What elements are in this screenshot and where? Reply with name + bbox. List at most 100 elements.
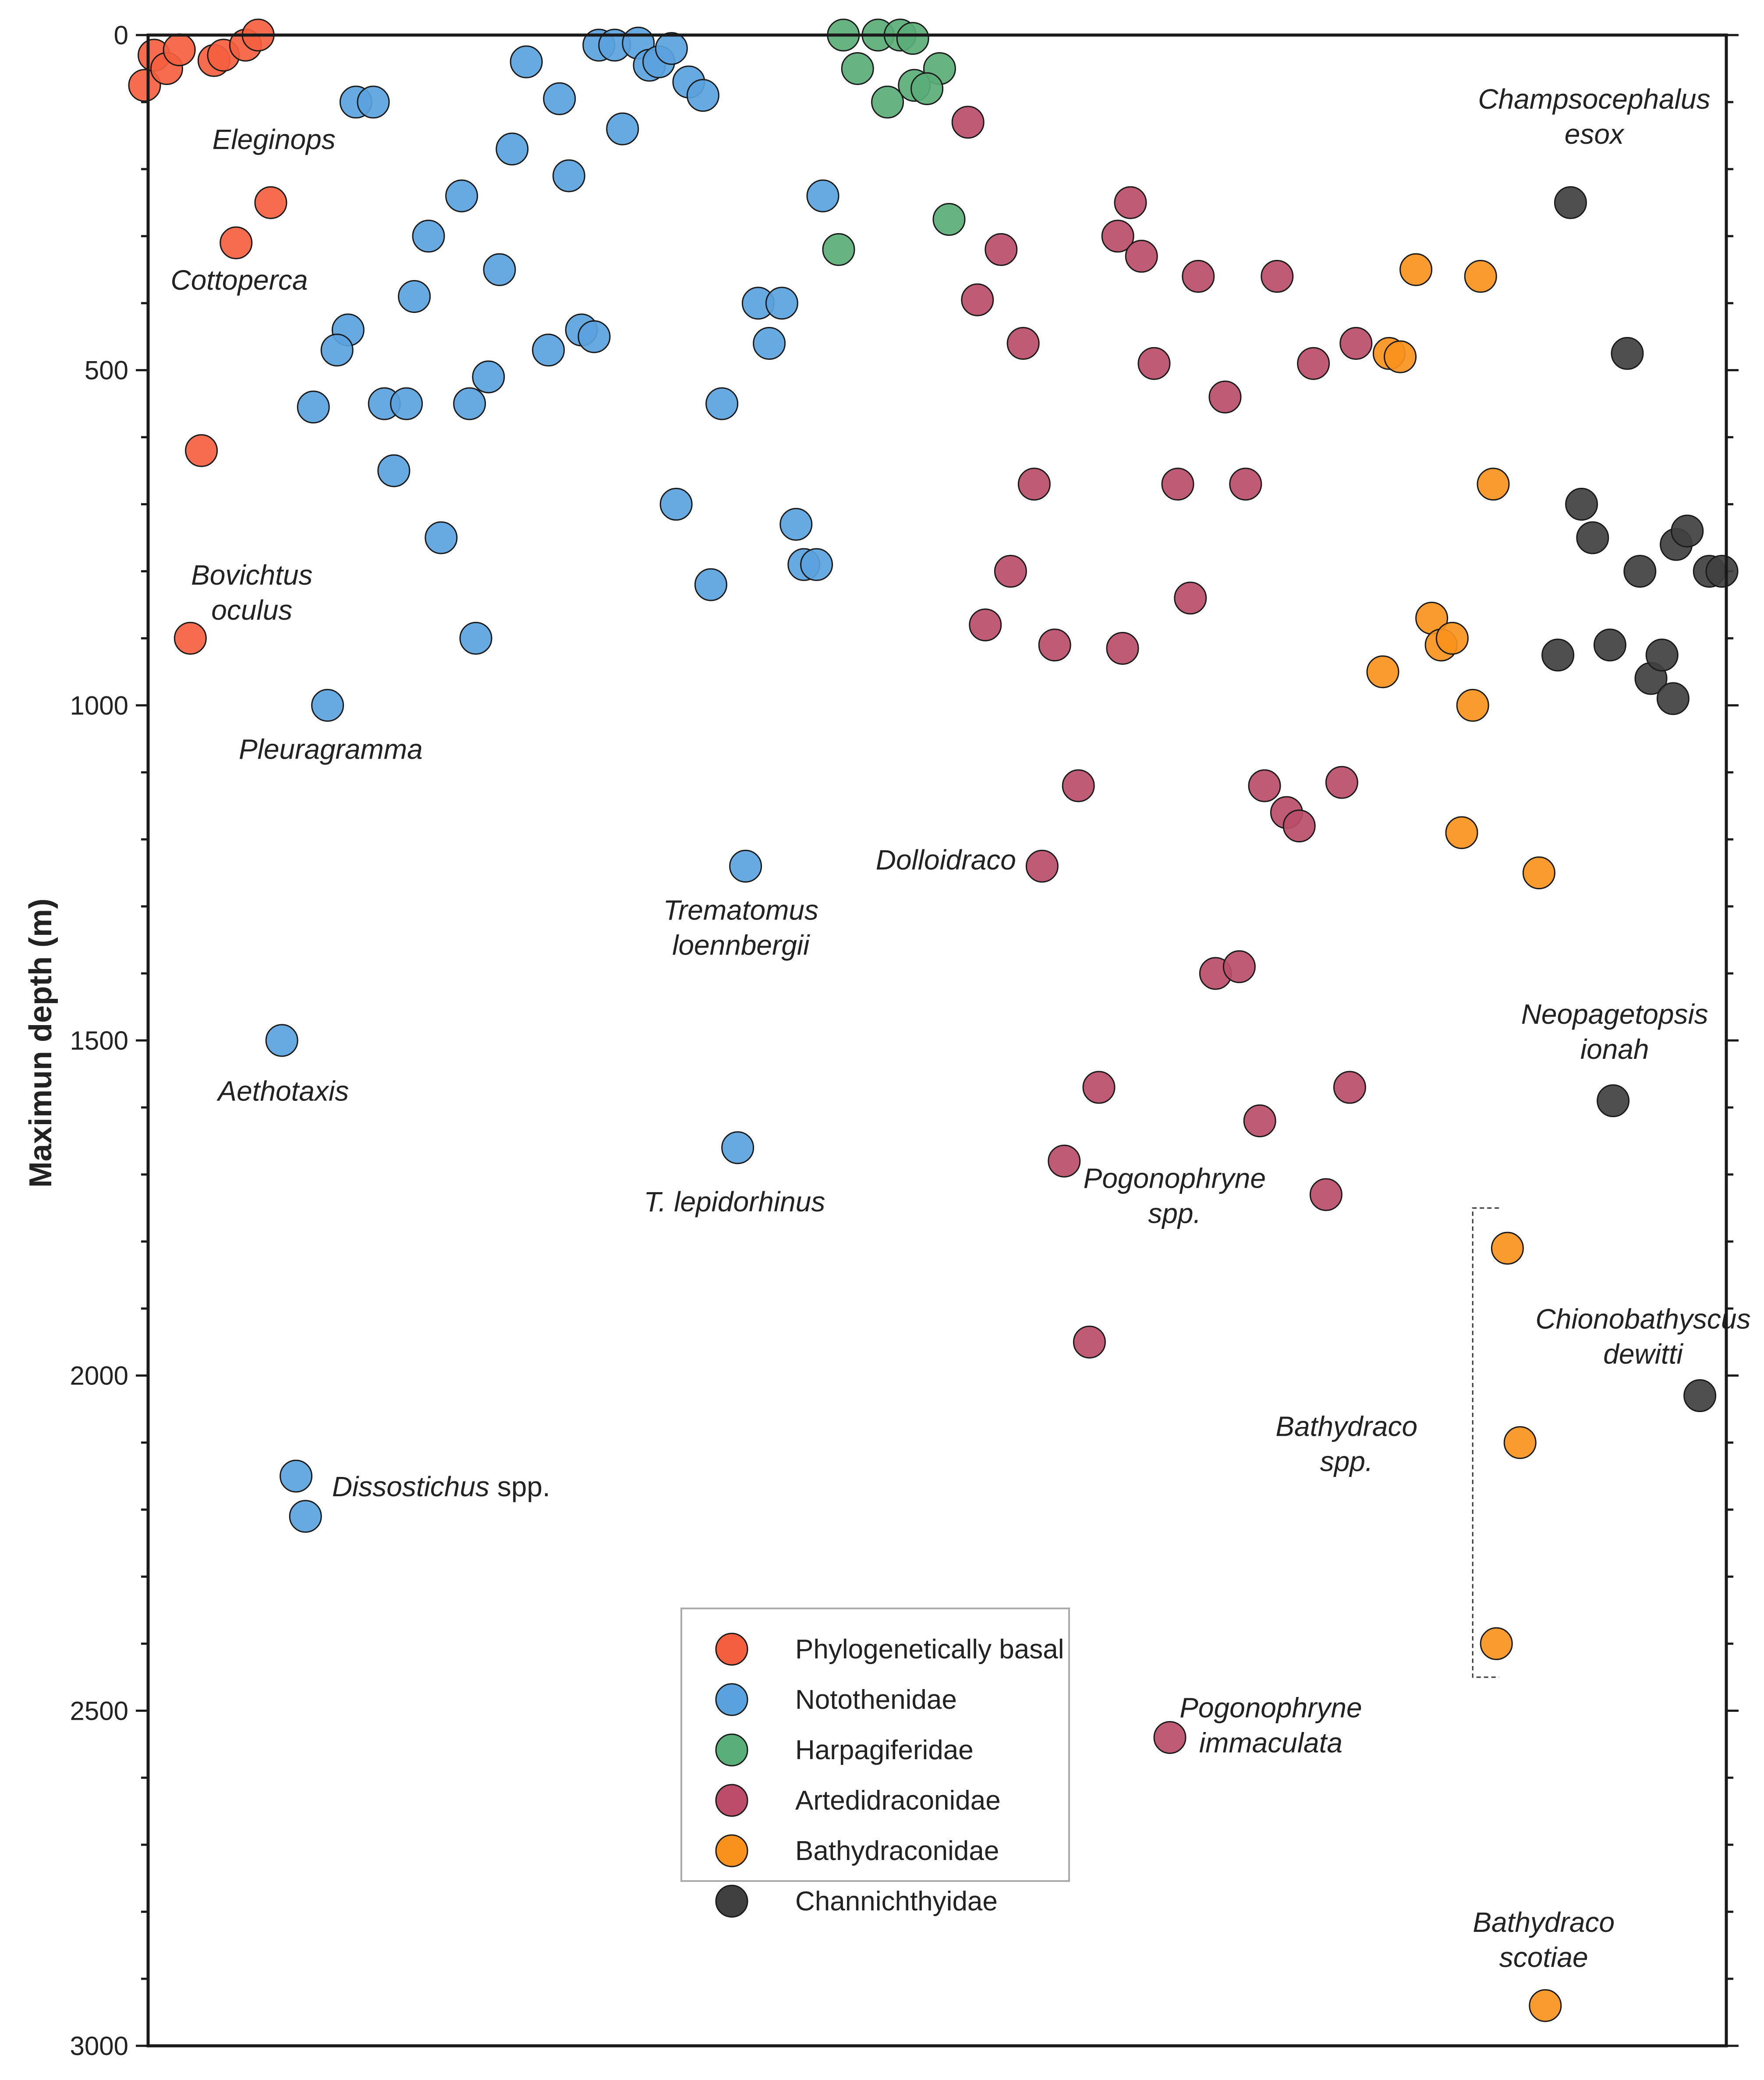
data-point [220, 226, 253, 259]
data-point [1062, 769, 1095, 802]
species-label: Pleuragramma [239, 734, 423, 765]
data-point [1229, 468, 1262, 501]
legend-label: Bathydraconidae [795, 1836, 999, 1866]
data-point [1174, 582, 1207, 615]
legend-item: Harpagiferidae [715, 1733, 974, 1767]
species-label: T. lepidorhinus [644, 1186, 825, 1217]
data-point [425, 521, 458, 554]
data-point [951, 106, 985, 139]
species-label: Bathydraco spp. [1275, 1410, 1417, 1477]
data-point [1480, 1627, 1513, 1660]
data-point [1554, 186, 1587, 219]
data-point [1477, 468, 1510, 501]
data-points [128, 18, 1739, 2022]
data-point [1656, 682, 1690, 715]
data-point [1208, 380, 1242, 414]
legend-item: Phylogenetically basal [715, 1633, 1064, 1666]
legend-marker [715, 1633, 748, 1666]
series-artedidraconidae [951, 106, 1373, 1754]
data-point [483, 253, 516, 286]
data-point [1282, 809, 1316, 843]
legend-item: Notothenidae [715, 1683, 957, 1716]
series-channichthyidae [1541, 186, 1739, 1413]
y-axis-title: Maximun depth (m) [23, 898, 58, 1188]
data-point [1565, 488, 1598, 521]
data-point [1082, 1071, 1116, 1104]
species-label: Chionobathyscus dewitti [1536, 1303, 1751, 1370]
y-tick-label: 1500 [70, 1026, 128, 1055]
data-point [1384, 340, 1417, 373]
data-point [1503, 1426, 1537, 1459]
data-point [496, 132, 529, 166]
data-point [1114, 186, 1147, 219]
data-point [532, 334, 565, 367]
data-point [1645, 639, 1679, 672]
data-point [686, 79, 719, 112]
data-point [1106, 632, 1139, 665]
data-point [1593, 628, 1626, 662]
data-point [806, 179, 839, 213]
data-point [705, 387, 739, 420]
data-point [1261, 260, 1294, 293]
species-label: Neopagetopsis ionah [1521, 998, 1708, 1065]
data-point [1491, 1232, 1524, 1265]
data-point [280, 1459, 313, 1493]
data-point [994, 554, 1027, 588]
data-point [543, 82, 576, 115]
data-point [822, 233, 855, 266]
species-annotations: Eleginops Cottoperca Bovichtus oculus Pleura… [170, 83, 1750, 1973]
data-point [765, 287, 798, 320]
y-tick-label: 500 [85, 356, 128, 385]
legend-item: Channichthyidae [715, 1885, 998, 1918]
data-point [398, 280, 431, 313]
data-point [932, 203, 966, 236]
data-point [1025, 849, 1059, 883]
data-point [320, 334, 354, 367]
species-label: Dissostichus spp. [332, 1471, 550, 1502]
species-label: Pogonophryne spp. [1084, 1162, 1266, 1229]
legend-label: Artedidraconidae [795, 1785, 1001, 1816]
species-label: Dolloidraco [876, 844, 1016, 876]
data-point [659, 488, 693, 521]
data-point [1248, 769, 1281, 802]
data-point [1445, 816, 1478, 849]
species-label: Trematomus loennbergii [663, 894, 818, 961]
data-point [357, 85, 390, 119]
data-point [1153, 1721, 1187, 1754]
data-point [1705, 554, 1739, 588]
data-point [128, 69, 161, 102]
data-point [1435, 621, 1469, 655]
data-point [1182, 260, 1215, 293]
y-axis: 0 500 1000 1500 2000 2500 3000 [70, 21, 1739, 2061]
data-point [1611, 337, 1644, 370]
data-point [297, 390, 330, 424]
data-point [1597, 1084, 1630, 1118]
data-point [800, 548, 833, 581]
data-point [1038, 628, 1071, 662]
data-point [969, 608, 1002, 642]
data-point [1333, 1071, 1366, 1104]
data-point [185, 434, 218, 467]
data-point [174, 621, 207, 655]
y-tick-label: 2500 [70, 1696, 128, 1725]
species-label: Bathydraco scotiae [1473, 1906, 1615, 1973]
data-point [1006, 327, 1040, 360]
data-point [779, 508, 813, 541]
legend-label: Phylogenetically basal [795, 1634, 1064, 1665]
y-tick-label: 3000 [70, 2031, 128, 2061]
legend-label: Notothenidae [795, 1685, 957, 1715]
legend-marker [715, 1683, 748, 1716]
species-label: Bovichtus oculus [191, 559, 312, 626]
data-point [390, 387, 423, 420]
bathydraco-bracket [1472, 1207, 1499, 1678]
data-point [961, 283, 994, 316]
species-label: Aethotaxis [216, 1075, 349, 1107]
legend-label: Channichthyidae [795, 1886, 998, 1917]
data-point [1522, 856, 1555, 890]
series-notothenidae [265, 26, 839, 1533]
legend-label: Harpagiferidae [795, 1735, 974, 1765]
species-label: Eleginops [213, 124, 336, 155]
series-phylogenetically-basal [128, 18, 287, 655]
data-point [1464, 260, 1497, 293]
data-point [1683, 1379, 1717, 1413]
